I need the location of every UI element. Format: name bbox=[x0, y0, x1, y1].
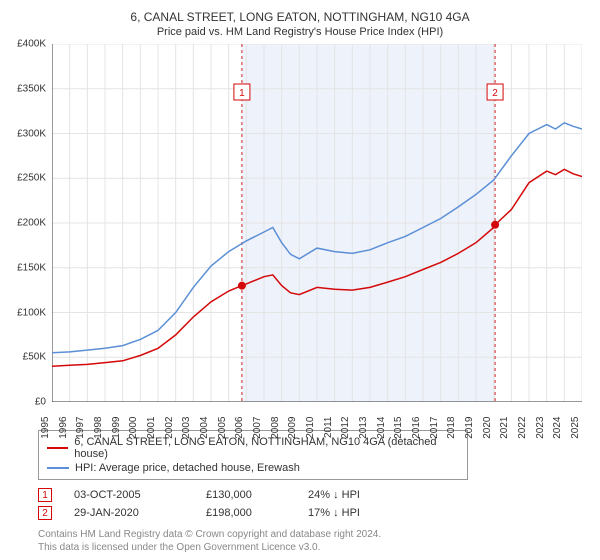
legend-label-hpi: HPI: Average price, detached house, Erew… bbox=[75, 462, 300, 474]
x-axis-tick-label: 1997 bbox=[75, 417, 86, 439]
x-axis-tick-label: 2001 bbox=[146, 417, 157, 439]
x-axis-tick-label: 1996 bbox=[58, 417, 69, 439]
x-axis-tick-label: 2011 bbox=[323, 417, 334, 439]
x-axis-tick-label: 1995 bbox=[40, 417, 51, 439]
sales-row: 1 03-OCT-2005 £130,000 24% ↓ HPI bbox=[38, 486, 590, 504]
x-axis-tick-label: 2023 bbox=[535, 417, 546, 439]
x-axis-tick-label: 2022 bbox=[517, 417, 528, 439]
y-axis-tick-label: £100K bbox=[17, 307, 46, 318]
y-axis-tick-label: £150K bbox=[17, 262, 46, 273]
x-axis-tick-label: 2020 bbox=[482, 417, 493, 439]
legend-item-property: 6, CANAL STREET, LONG EATON, NOTTINGHAM,… bbox=[47, 435, 459, 461]
sales-table: 1 03-OCT-2005 £130,000 24% ↓ HPI 2 29-JAN-202… bbox=[38, 486, 590, 522]
x-axis-tick-label: 2021 bbox=[499, 417, 510, 439]
x-axis-tick-label: 2014 bbox=[376, 417, 387, 439]
chart-subtitle: Price paid vs. HM Land Registry's House … bbox=[10, 26, 590, 38]
svg-text:1: 1 bbox=[239, 88, 245, 99]
footer-line-1: Contains HM Land Registry data © Crown c… bbox=[38, 528, 590, 541]
x-axis-tick-label: 2024 bbox=[552, 417, 563, 439]
svg-text:2: 2 bbox=[492, 88, 498, 99]
sale-date: 03-OCT-2005 bbox=[74, 489, 184, 501]
x-axis-tick-label: 1998 bbox=[93, 417, 104, 439]
footer-attribution: Contains HM Land Registry data © Crown c… bbox=[38, 528, 590, 554]
x-axis-labels: 1995199619971998199920002001200220032004… bbox=[52, 402, 582, 422]
footer-line-2: This data is licensed under the Open Gov… bbox=[38, 541, 590, 554]
chart-title: 6, CANAL STREET, LONG EATON, NOTTINGHAM,… bbox=[10, 10, 590, 24]
x-axis-tick-label: 2004 bbox=[199, 417, 210, 439]
x-axis-tick-label: 2005 bbox=[217, 417, 228, 439]
x-axis-tick-label: 2012 bbox=[340, 417, 351, 439]
x-axis-tick-label: 2006 bbox=[234, 417, 245, 439]
sales-row: 2 29-JAN-2020 £198,000 17% ↓ HPI bbox=[38, 504, 590, 522]
y-axis-labels: £0£50K£100K£150K£200K£250K£300K£350K£400… bbox=[10, 44, 50, 422]
x-axis-tick-label: 2008 bbox=[270, 417, 281, 439]
x-axis-tick-label: 2002 bbox=[164, 417, 175, 439]
x-axis-tick-label: 2010 bbox=[305, 417, 316, 439]
y-axis-tick-label: £50K bbox=[23, 352, 46, 363]
sale-diff: 24% ↓ HPI bbox=[308, 489, 388, 501]
legend-item-hpi: HPI: Average price, detached house, Erew… bbox=[47, 461, 459, 475]
legend-label-property: 6, CANAL STREET, LONG EATON, NOTTINGHAM,… bbox=[74, 436, 459, 460]
x-axis-tick-label: 2015 bbox=[393, 417, 404, 439]
chart-area: £0£50K£100K£150K£200K£250K£300K£350K£400… bbox=[10, 44, 590, 422]
sale-date: 29-JAN-2020 bbox=[74, 507, 184, 519]
x-axis-tick-label: 2019 bbox=[464, 417, 475, 439]
y-axis-tick-label: £350K bbox=[17, 83, 46, 94]
legend-swatch-property bbox=[47, 447, 68, 449]
x-axis-tick-label: 2017 bbox=[429, 417, 440, 439]
chart-svg: 12 bbox=[52, 44, 582, 402]
y-axis-tick-label: £200K bbox=[17, 218, 46, 229]
x-axis-tick-label: 2003 bbox=[181, 417, 192, 439]
legend-swatch-hpi bbox=[47, 467, 69, 469]
y-axis-tick-label: £300K bbox=[17, 128, 46, 139]
x-axis-tick-label: 2018 bbox=[446, 417, 457, 439]
sale-diff: 17% ↓ HPI bbox=[308, 507, 388, 519]
sale-marker-icon: 2 bbox=[38, 506, 52, 520]
sale-price: £130,000 bbox=[206, 489, 286, 501]
x-axis-tick-label: 1999 bbox=[111, 417, 122, 439]
y-axis-tick-label: £250K bbox=[17, 173, 46, 184]
sale-price: £198,000 bbox=[206, 507, 286, 519]
x-axis-tick-label: 2007 bbox=[252, 417, 263, 439]
chart-container: 6, CANAL STREET, LONG EATON, NOTTINGHAM,… bbox=[0, 0, 600, 560]
x-axis-tick-label: 2013 bbox=[358, 417, 369, 439]
x-axis-tick-label: 2016 bbox=[411, 417, 422, 439]
x-axis-tick-label: 2009 bbox=[287, 417, 298, 439]
x-axis-tick-label: 2025 bbox=[570, 417, 581, 439]
plot-area: 12 bbox=[52, 44, 582, 402]
y-axis-tick-label: £400K bbox=[17, 39, 46, 50]
sale-marker-icon: 1 bbox=[38, 488, 52, 502]
x-axis-tick-label: 2000 bbox=[128, 417, 139, 439]
y-axis-tick-label: £0 bbox=[35, 397, 46, 408]
